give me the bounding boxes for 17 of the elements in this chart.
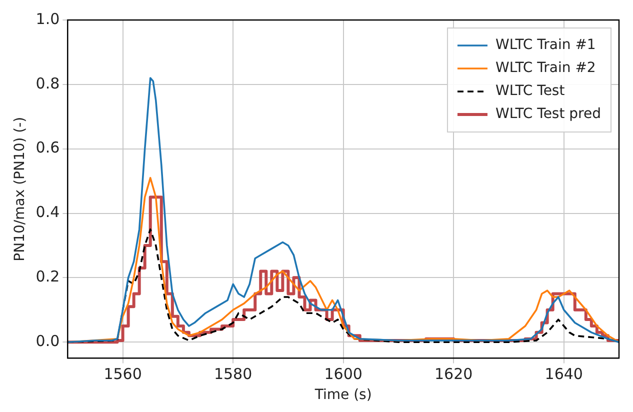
y-tick-label: 1.0: [36, 10, 60, 28]
x-axis-title: Time (s): [314, 387, 372, 404]
legend-label: WLTC Test: [495, 83, 566, 100]
y-axis-title: PN10/max (PN10) (-): [12, 116, 28, 262]
y-tick-label: 0.2: [36, 268, 60, 286]
x-tick-label: 1600: [324, 365, 362, 384]
x-tick-label: 1620: [434, 365, 473, 384]
y-tick-label: 0.6: [36, 138, 60, 157]
y-tick-label: 0.8: [36, 74, 60, 92]
x-tick-label: 1560: [104, 365, 142, 384]
x-tick-label: 1640: [544, 365, 583, 384]
y-tick-label: 0.4: [36, 203, 60, 222]
y-tick-label: 0.0: [36, 332, 60, 350]
legend-label: WLTC Train #2: [495, 60, 596, 76]
legend-label: WLTC Train #1: [495, 37, 596, 54]
legend-label: WLTC Test pred: [495, 106, 602, 122]
x-tick-label: 1580: [214, 365, 252, 384]
